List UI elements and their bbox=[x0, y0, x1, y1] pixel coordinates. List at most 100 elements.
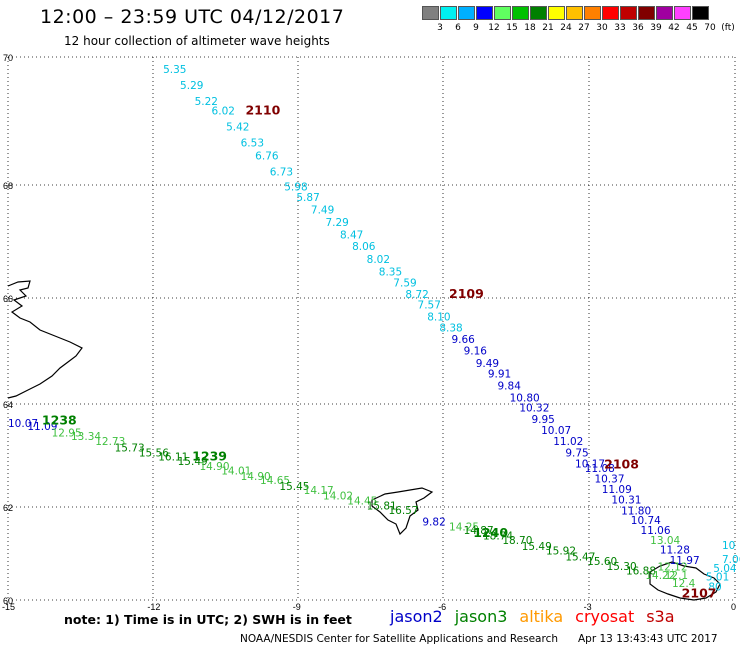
swh-value-label: 5.22 bbox=[195, 96, 218, 108]
swh-value-label: 14.90 bbox=[199, 461, 229, 473]
swh-value-label: 12.4 bbox=[672, 578, 696, 590]
credit-line: NOAA/NESDIS Center for Satellite Applica… bbox=[240, 633, 558, 645]
swh-value-label: 5.42 bbox=[226, 122, 249, 134]
page-subtitle: 12 hour collection of altimeter wave hei… bbox=[64, 34, 330, 48]
legend-label: 3 bbox=[437, 23, 443, 33]
legend-swatch bbox=[512, 6, 529, 20]
legend-swatch bbox=[656, 6, 673, 20]
swh-value-label: 9.16 bbox=[464, 346, 488, 358]
legend-label: 30 bbox=[596, 23, 608, 33]
swh-value-label: 16.88 bbox=[626, 565, 656, 577]
legend-swatch bbox=[422, 6, 439, 20]
swh-value-label: 15.81 bbox=[367, 500, 397, 512]
swh-value-label: 14.02 bbox=[323, 490, 353, 502]
swh-value-label: 9.49 bbox=[476, 358, 499, 370]
axis-labels: -15 -12 -9 -6 -3 0 70 68 66 64 62 60 bbox=[2, 53, 736, 612]
swh-value-label: 11.06 bbox=[640, 525, 670, 537]
swh-value-label: 14.25 bbox=[449, 521, 479, 533]
swh-value-label: 8.47 bbox=[340, 230, 363, 242]
swh-value-label: 80 bbox=[708, 582, 721, 594]
swh-value-label: 9.95 bbox=[531, 414, 554, 426]
lon-tick-label: 0 bbox=[731, 602, 736, 612]
lat-tick-label: 68 bbox=[3, 181, 13, 191]
swh-value-label: 6.02 bbox=[212, 106, 235, 118]
pass-number-label: 2109 bbox=[449, 286, 484, 301]
legend-swatch bbox=[584, 6, 601, 20]
lon-tick-label: -6 bbox=[438, 602, 446, 612]
swh-value-label: 15.60 bbox=[587, 556, 617, 568]
satellite-legend: jason2 jason3 altika cryosat s3a bbox=[390, 607, 687, 626]
legend-swatch bbox=[566, 6, 583, 20]
satellite-legend-item: altika bbox=[519, 607, 564, 626]
swh-value-label: 10.37 bbox=[594, 473, 624, 485]
swh-value-label: 10 bbox=[722, 540, 735, 552]
swh-value-label: 7.59 bbox=[393, 278, 416, 290]
pass-number-label: 1239 bbox=[192, 449, 227, 464]
legend-label: 9 bbox=[473, 23, 479, 33]
legend-swatch bbox=[692, 6, 709, 20]
swh-value-label: 12.1 bbox=[665, 570, 688, 582]
swh-value-label: 6.73 bbox=[270, 166, 293, 178]
legend-label: 42 bbox=[668, 23, 680, 33]
lon-tick-label: -15 bbox=[2, 602, 15, 612]
swh-value-label: 12.95 bbox=[52, 427, 82, 439]
lat-tick-label: 60 bbox=[3, 596, 13, 606]
iceland-coast bbox=[7, 280, 83, 399]
swh-value-label: 9.91 bbox=[488, 369, 511, 381]
swh-value-label: 15.92 bbox=[546, 545, 576, 557]
swh-value-label: 14.87 bbox=[464, 525, 494, 537]
coastlines bbox=[7, 280, 721, 601]
lat-tick-label: 62 bbox=[3, 503, 13, 513]
shetland-islands bbox=[649, 561, 721, 601]
legend-swatch bbox=[638, 6, 655, 20]
swh-value-label: 6.76 bbox=[255, 150, 279, 162]
satellite-legend-item: jason2 bbox=[390, 607, 443, 626]
lon-tick-label: -9 bbox=[293, 602, 301, 612]
swh-value-label: 15.49 bbox=[522, 541, 552, 553]
swh-value-label: 10.74 bbox=[631, 515, 661, 527]
swh-value-label: 6.53 bbox=[241, 138, 264, 150]
legend-label: 12 bbox=[488, 23, 500, 33]
swh-value-label: 15.73 bbox=[115, 442, 145, 454]
swh-value-label: 8.10 bbox=[427, 311, 450, 323]
swh-value-label: 12.73 bbox=[95, 436, 125, 448]
footer-note: note: 1) Time is in UTC; 2) SWH is in fe… bbox=[64, 612, 352, 627]
swh-value-label: 9.84 bbox=[498, 381, 522, 393]
swh-value-label: 14.17 bbox=[304, 485, 334, 497]
lon-tick-label: -3 bbox=[584, 602, 592, 612]
legend-label: 24 bbox=[560, 23, 572, 33]
swh-value-label: 8.38 bbox=[439, 322, 462, 334]
swh-value-label: 15.47 bbox=[565, 551, 595, 563]
pass-number-label: 2108 bbox=[604, 456, 639, 471]
timestamp: Apr 13 13:43:43 UTC 2017 bbox=[578, 633, 718, 645]
graticule bbox=[7, 56, 736, 601]
lat-tick-label: 70 bbox=[3, 53, 13, 63]
swh-value-label: 14.45 bbox=[347, 495, 377, 507]
swh-value-label: 5.98 bbox=[284, 182, 307, 194]
swh-value-label: 14.01 bbox=[221, 466, 251, 478]
swh-value-label: 5.87 bbox=[296, 192, 319, 204]
legend-label: 18 bbox=[524, 23, 536, 33]
swh-value-label: 15.30 bbox=[607, 561, 637, 573]
swh-value-label: 8.06 bbox=[352, 241, 376, 253]
satellite-legend-item: jason3 bbox=[454, 607, 508, 626]
swh-value-label: 7.57 bbox=[418, 300, 441, 312]
swh-value-label: 15.56 bbox=[139, 448, 169, 460]
swh-value-label: 9.66 bbox=[451, 334, 475, 346]
pass-number-label: 2110 bbox=[245, 103, 280, 118]
pass-number-label: 2107 bbox=[682, 586, 717, 601]
swh-value-label: 9.82 bbox=[422, 517, 445, 529]
swh-value-label: 8.02 bbox=[367, 254, 390, 266]
legend-labels: 3 6 9 12 15 18 21 24 27 30 33 36 39 42 45 70 (ft) bbox=[422, 23, 737, 33]
swh-value-label: 11.09 bbox=[602, 484, 632, 496]
swh-value-label: 14.65 bbox=[260, 475, 290, 487]
swh-value-label: 16.57 bbox=[388, 505, 418, 517]
legend-label: 45 bbox=[686, 23, 698, 33]
legend-label: 70 bbox=[704, 23, 716, 33]
swh-value-label: 11.97 bbox=[670, 555, 700, 567]
pass-number-label: 1238 bbox=[42, 413, 77, 428]
swh-value-label: 11.28 bbox=[660, 545, 690, 557]
legend-swatches bbox=[422, 6, 737, 20]
pass-labels: 2110 2109 2108 2107 1238 1239 1240 bbox=[42, 103, 717, 601]
swh-value-label: 11.09 bbox=[27, 421, 57, 433]
